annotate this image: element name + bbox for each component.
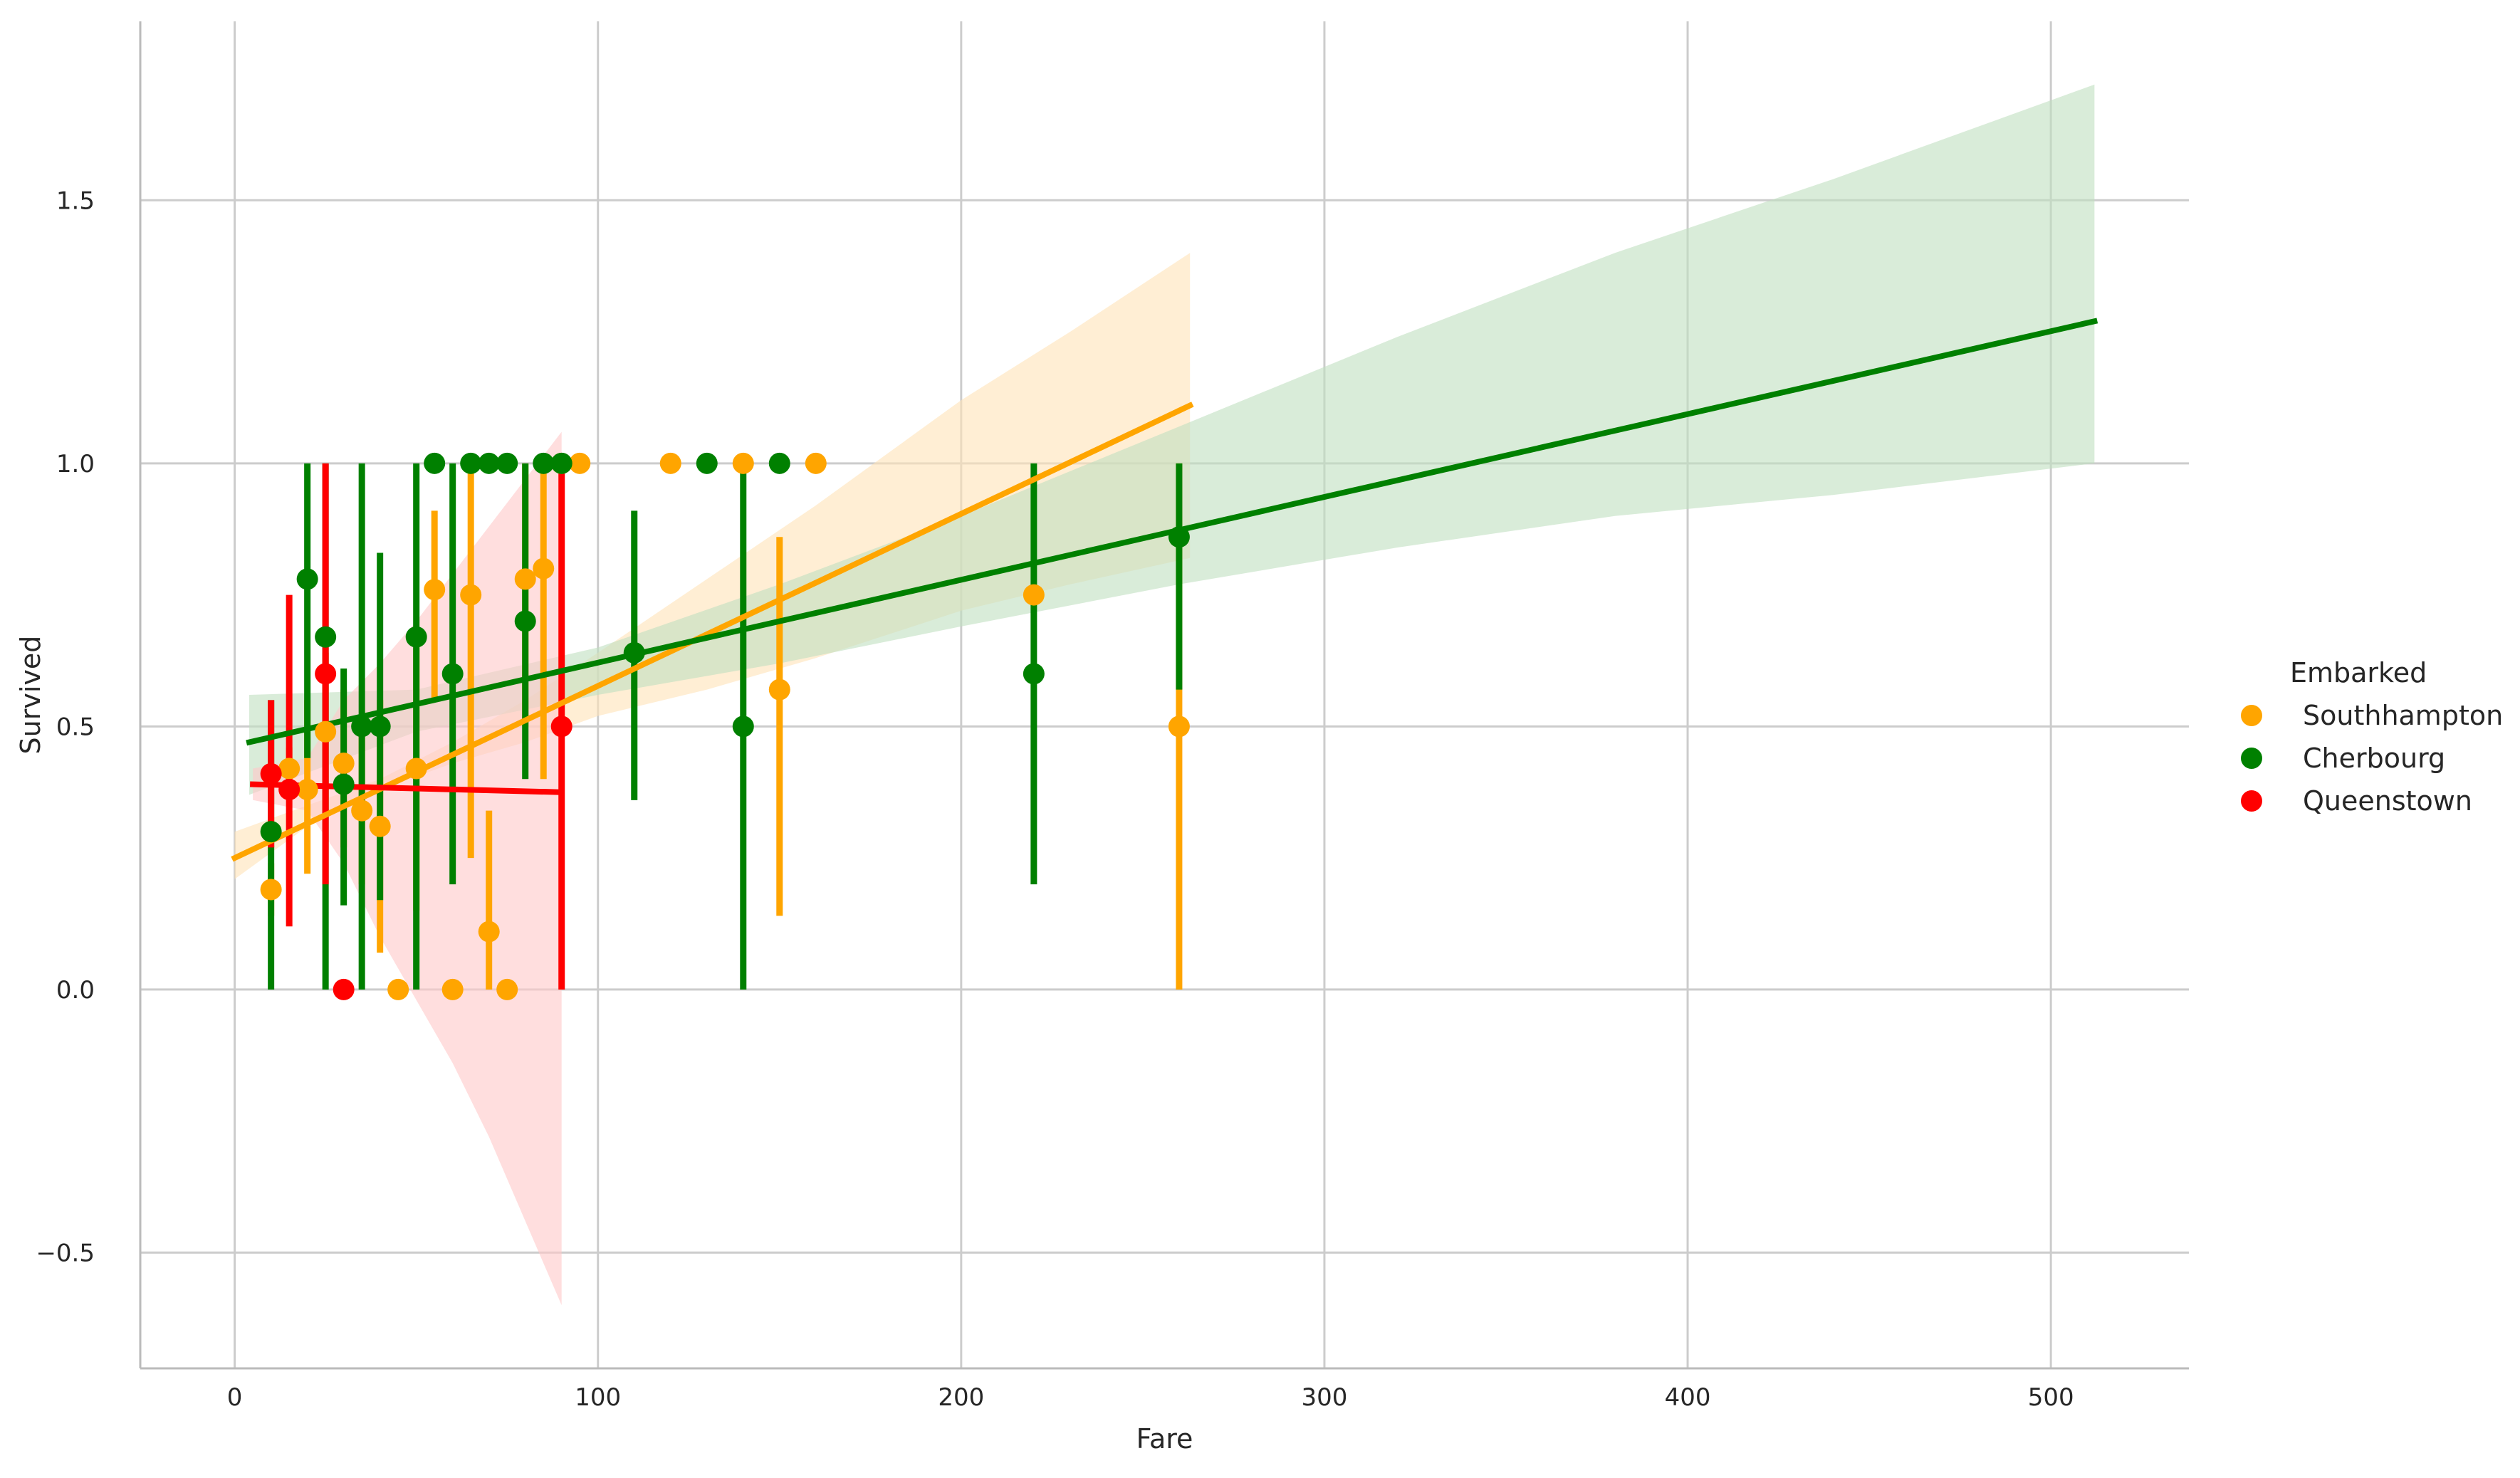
data-point: [315, 663, 337, 685]
data-point: [1023, 663, 1045, 685]
data-point: [424, 452, 446, 474]
data-point: [296, 568, 318, 590]
data-point: [260, 879, 282, 901]
data-point: [514, 568, 536, 590]
data-point: [260, 821, 282, 843]
y-axis-title: Survived: [15, 636, 46, 755]
data-point: [550, 716, 573, 738]
data-point: [460, 584, 482, 606]
data-point: [696, 452, 718, 474]
tick-labels: 0 100 200 300 400 500 −0.5 0.0 0.5 1.0 1.5: [36, 187, 2074, 1412]
data-point: [550, 452, 573, 474]
legend-marker: [2241, 748, 2262, 769]
data-point: [315, 626, 337, 648]
y-tick-label: 0.5: [56, 713, 95, 741]
y-tick-label: 1.0: [56, 450, 95, 478]
data-point: [659, 452, 681, 474]
data-point: [333, 978, 355, 1000]
data-point: [623, 641, 645, 664]
regression-line: [231, 402, 1194, 862]
legend: Embarked Southhampton Cherbourg Queenstown: [2241, 657, 2503, 817]
x-tick-label: 200: [938, 1383, 984, 1412]
x-tick-label: 500: [2028, 1383, 2074, 1412]
legend-label: Queenstown: [2303, 785, 2472, 817]
data-point: [387, 978, 409, 1000]
data-point: [333, 753, 355, 775]
data-point: [768, 452, 790, 474]
data-point: [460, 452, 482, 474]
data-point: [405, 758, 427, 780]
data-point: [333, 773, 355, 795]
data-point: [278, 779, 300, 801]
data-point: [315, 720, 337, 743]
data-point: [805, 452, 827, 474]
y-tick-label: 1.5: [56, 187, 95, 215]
data-point: [351, 800, 373, 822]
data-point: [441, 978, 464, 1000]
legend-title: Embarked: [2290, 657, 2427, 688]
y-tick-label: 0.0: [56, 976, 95, 1005]
data-point: [351, 716, 373, 738]
data-point: [496, 978, 518, 1000]
legend-items: Southhampton Cherbourg Queenstown: [2241, 700, 2503, 817]
data-point: [514, 610, 536, 632]
confidence-band: [234, 253, 1191, 879]
data-point: [478, 921, 500, 943]
data-point: [768, 678, 790, 701]
data-point: [478, 452, 500, 474]
data-point: [405, 626, 427, 648]
data-point: [533, 452, 555, 474]
x-tick-label: 400: [1665, 1383, 1711, 1412]
confidence-band: [253, 431, 562, 1306]
axes: [139, 21, 2189, 1370]
data-point: [278, 758, 300, 780]
data-point: [732, 716, 754, 738]
legend-label: Cherbourg: [2303, 743, 2445, 774]
data-point: [424, 579, 446, 601]
legend-label: Southhampton: [2303, 700, 2503, 731]
legend-marker: [2241, 790, 2262, 812]
data-point: [441, 663, 464, 685]
data-points: [260, 452, 1190, 1000]
data-point: [260, 762, 282, 785]
data-point: [533, 557, 555, 580]
data-point: [296, 779, 318, 801]
data-point: [569, 452, 591, 474]
x-tick-label: 300: [1301, 1383, 1347, 1412]
x-tick-label: 0: [227, 1383, 243, 1412]
data-point: [369, 815, 391, 837]
data-point: [732, 452, 754, 474]
data-point: [496, 452, 518, 474]
data-point: [1023, 584, 1045, 606]
legend-marker: [2241, 705, 2262, 726]
x-tick-label: 100: [575, 1383, 621, 1412]
confidence-bands: [234, 84, 2095, 1306]
data-point: [1168, 716, 1190, 738]
data-point: [369, 716, 391, 738]
confidence-band: [249, 84, 2095, 795]
x-axis-title: Fare: [1136, 1423, 1193, 1455]
data-point: [1168, 526, 1190, 548]
y-tick-label: −0.5: [36, 1239, 95, 1267]
